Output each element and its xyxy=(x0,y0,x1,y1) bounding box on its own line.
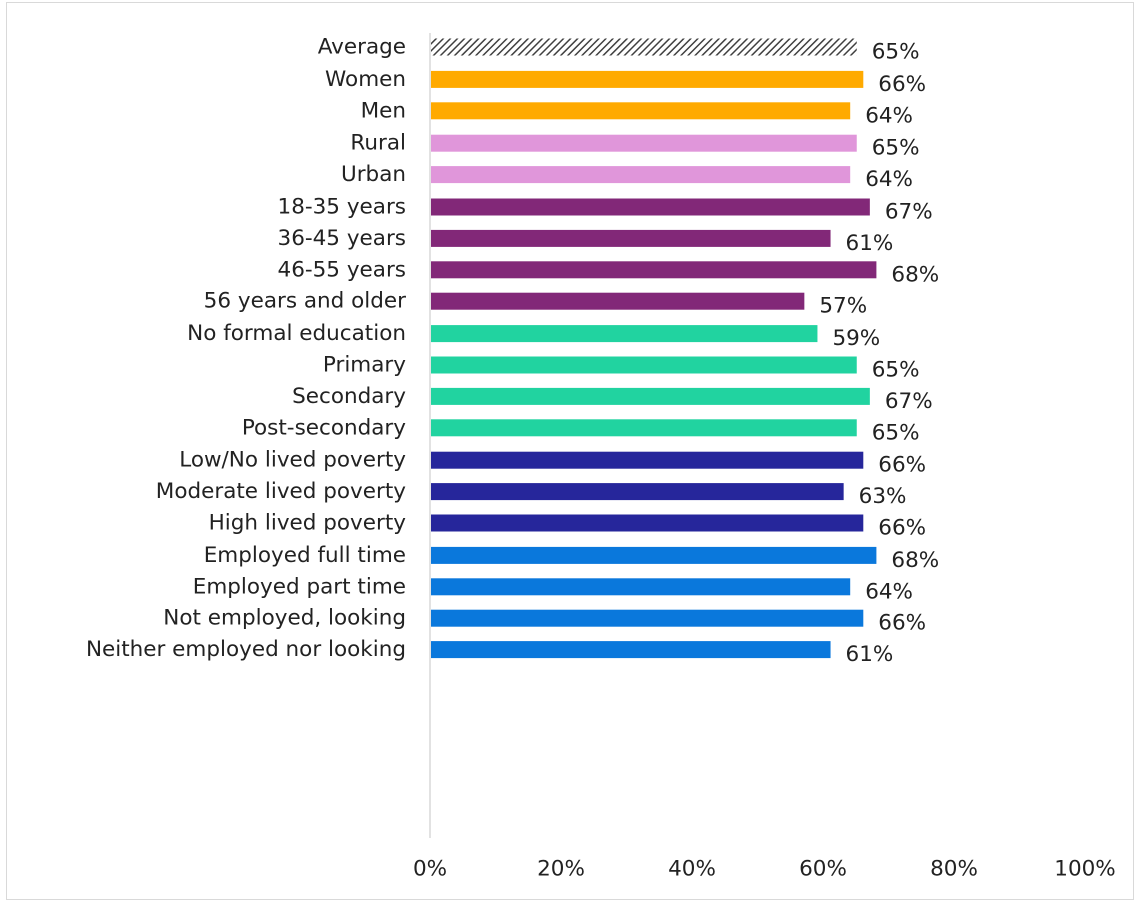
category-label-46-55-years: 46-55 years xyxy=(278,257,406,282)
category-labels: Average Women Men Rural Urban 18-35 years 36-4… xyxy=(86,35,406,663)
category-label-average: Average xyxy=(318,35,406,60)
x-axis-tick-labels: 0% 20% 40% 60% 80% 100% xyxy=(413,857,1116,882)
bar-average xyxy=(431,38,857,56)
data-label-rural: 65% xyxy=(872,136,920,161)
category-label-low-no-lived-poverty: Low/No lived poverty xyxy=(179,448,406,473)
category-label-36-45-years: 36-45 years xyxy=(278,226,406,251)
data-label-neither-employed-nor-looking: 61% xyxy=(846,642,894,667)
category-label-employed-full-time: Employed full time xyxy=(204,543,406,568)
data-label-women: 66% xyxy=(878,72,926,97)
data-label-men: 64% xyxy=(865,103,913,128)
category-label-men: Men xyxy=(361,98,406,123)
bar-secondary xyxy=(431,387,870,405)
bar-36-45-years xyxy=(431,229,831,247)
bar-not-employed-looking xyxy=(431,609,864,627)
data-label-employed-full-time: 68% xyxy=(891,548,939,573)
x-tick-label-4: 80% xyxy=(930,857,978,882)
data-label-high-lived-poverty: 66% xyxy=(878,516,926,541)
category-label-post-secondary: Post-secondary xyxy=(242,415,406,440)
data-label-primary: 65% xyxy=(872,358,920,383)
bar-employed-full-time xyxy=(431,546,877,564)
data-label-employed-part-time: 64% xyxy=(865,579,913,604)
category-label-18-35-years: 18-35 years xyxy=(278,195,406,220)
category-label-rural: Rural xyxy=(350,131,406,156)
bar-high-lived-poverty xyxy=(431,514,864,532)
data-label-no-formal-education: 59% xyxy=(832,326,880,351)
data-label-post-secondary: 65% xyxy=(872,420,920,445)
data-labels: 65% 66% 64% 65% 64% 67% 61% 68% 57% 59% 65% 67% 65% 6… xyxy=(819,40,939,668)
bar-post-secondary xyxy=(431,419,857,437)
bar-moderate-lived-poverty xyxy=(431,483,844,501)
bar-employed-part-time xyxy=(431,578,851,596)
x-tick-label-3: 60% xyxy=(799,857,847,882)
category-label-primary: Primary xyxy=(323,353,406,378)
bar-women xyxy=(431,70,864,88)
data-label-46-55-years: 68% xyxy=(891,262,939,287)
category-label-high-lived-poverty: High lived poverty xyxy=(209,511,407,536)
data-label-average: 65% xyxy=(872,40,920,65)
data-label-secondary: 67% xyxy=(885,389,933,414)
data-label-36-45-years: 61% xyxy=(846,231,894,256)
data-label-18-35-years: 67% xyxy=(885,200,933,225)
bar-urban xyxy=(431,166,851,184)
category-label-urban: Urban xyxy=(341,162,406,187)
x-tick-label-0: 0% xyxy=(413,857,447,882)
bar-men xyxy=(431,102,851,120)
category-label-women: Women xyxy=(325,67,406,92)
x-tick-label-5: 100% xyxy=(1054,857,1115,882)
data-label-not-employed-looking: 66% xyxy=(878,611,926,636)
data-label-moderate-lived-poverty: 63% xyxy=(859,484,907,509)
bar-no-formal-education xyxy=(431,325,818,343)
category-label-employed-part-time: Employed part time xyxy=(193,574,406,599)
category-label-moderate-lived-poverty: Moderate lived poverty xyxy=(156,479,406,504)
bar-18-35-years xyxy=(431,198,870,216)
bars-layer xyxy=(431,38,877,659)
category-label-56-years-and-older: 56 years and older xyxy=(204,289,406,314)
category-label-secondary: Secondary xyxy=(292,384,406,409)
data-label-urban: 64% xyxy=(865,167,913,192)
bar-primary xyxy=(431,356,857,374)
bar-rural xyxy=(431,134,857,152)
category-label-neither-employed-nor-looking: Neither employed nor looking xyxy=(86,637,406,662)
category-label-no-formal-education: No formal education xyxy=(187,321,406,346)
bar-56-years-and-older xyxy=(431,292,805,310)
bar-low-no-lived-poverty xyxy=(431,451,864,469)
bar-46-55-years xyxy=(431,261,877,279)
data-label-low-no-lived-poverty: 66% xyxy=(878,453,926,478)
x-tick-label-2: 40% xyxy=(668,857,716,882)
data-label-56-years-and-older: 57% xyxy=(819,294,867,319)
x-tick-label-1: 20% xyxy=(537,857,585,882)
category-label-not-employed-looking: Not employed, looking xyxy=(163,606,406,631)
bar-neither-employed-nor-looking xyxy=(431,641,831,659)
